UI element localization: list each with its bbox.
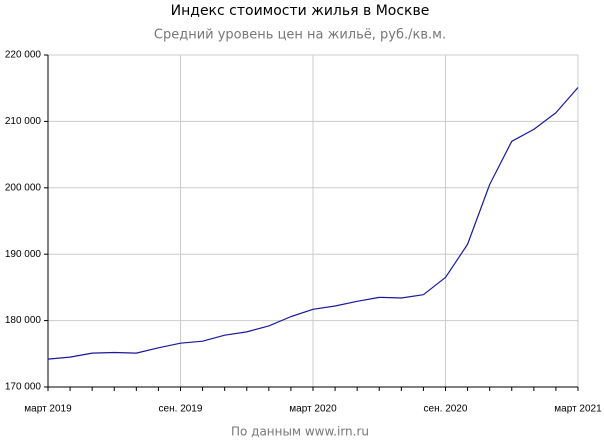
chart-subtitle: Средний уровень цен на жильё, руб./кв.м. bbox=[154, 28, 446, 43]
y-tick-label: 190 000 bbox=[5, 249, 42, 260]
x-tick-label: март 2020 bbox=[289, 404, 337, 415]
x-tick-label: март 2021 bbox=[554, 404, 602, 415]
y-tick-label: 220 000 bbox=[5, 50, 42, 61]
y-tick-label: 170 000 bbox=[5, 382, 42, 393]
y-tick-label: 180 000 bbox=[5, 315, 42, 326]
chart-title: Индекс стоимости жилья в Москве bbox=[171, 3, 430, 19]
x-tick-label: сен. 2020 bbox=[424, 404, 468, 415]
source-note: По данным www.irn.ru bbox=[231, 425, 369, 439]
y-tick-label: 210 000 bbox=[5, 116, 42, 127]
data-line bbox=[47, 87, 579, 360]
y-tick-label: 200 000 bbox=[5, 182, 42, 193]
x-tick-label: март 2019 bbox=[24, 404, 72, 415]
x-tick-label: сен. 2019 bbox=[159, 404, 203, 415]
